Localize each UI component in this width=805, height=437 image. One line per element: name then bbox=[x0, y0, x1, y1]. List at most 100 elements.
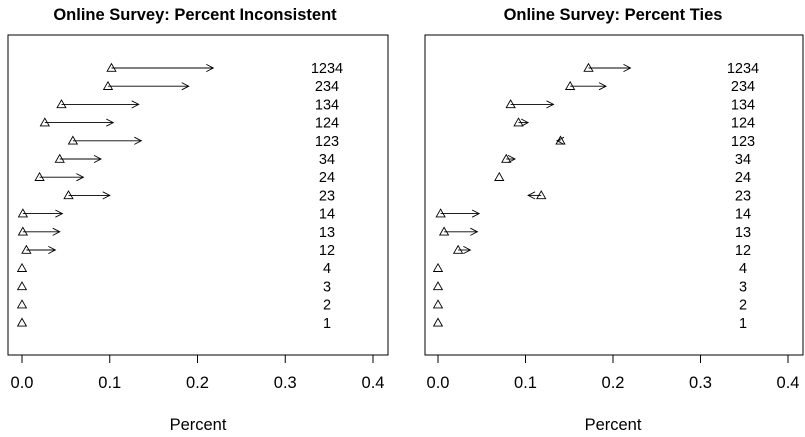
row-label: 23 bbox=[319, 188, 335, 204]
triangle-marker bbox=[16, 281, 28, 291]
arrow-head bbox=[623, 63, 632, 73]
triangle-marker bbox=[17, 226, 29, 236]
row-label: 123 bbox=[731, 134, 755, 150]
plot-frame-ties bbox=[424, 34, 804, 356]
x-tick-label: 0.0 bbox=[11, 374, 34, 392]
row-label: 124 bbox=[315, 116, 339, 132]
x-axis-label-inconsistent: Percent bbox=[170, 416, 227, 434]
arrow-head bbox=[470, 227, 479, 236]
x-tick-label: 0.3 bbox=[689, 374, 712, 392]
triangle-marker bbox=[435, 208, 446, 218]
triangle-marker bbox=[34, 171, 45, 181]
triangle-marker bbox=[21, 244, 32, 254]
x-tick-label: 0.2 bbox=[186, 374, 209, 392]
row-label: 1 bbox=[323, 316, 331, 332]
triangle-marker bbox=[102, 80, 114, 90]
triangle-marker bbox=[583, 62, 594, 72]
row-label: 24 bbox=[735, 170, 751, 186]
triangle-marker bbox=[555, 135, 566, 145]
row-label: 13 bbox=[319, 225, 335, 241]
row-label: 1 bbox=[739, 316, 747, 332]
x-axis-ties: 0.0 0.1 0.2 0.3 0.4 bbox=[427, 355, 800, 392]
marks-inconsistent bbox=[16, 62, 215, 327]
row-label: 13 bbox=[735, 225, 751, 241]
x-tick-label: 0.3 bbox=[274, 374, 297, 392]
triangle-marker bbox=[432, 299, 444, 309]
arrow-head bbox=[131, 100, 140, 109]
triangle-marker bbox=[432, 281, 444, 291]
marks-ties bbox=[432, 62, 632, 327]
triangle-marker bbox=[17, 208, 29, 218]
row-label: 134 bbox=[731, 97, 755, 113]
row-label: 24 bbox=[319, 170, 335, 186]
triangle-marker bbox=[16, 317, 28, 327]
x-tick-label: 0.4 bbox=[777, 374, 800, 392]
triangle-marker bbox=[16, 262, 28, 272]
arrow-head bbox=[102, 191, 111, 200]
row-label: 1234 bbox=[311, 61, 343, 77]
row-label: 4 bbox=[323, 261, 331, 277]
arrow-head bbox=[106, 118, 115, 127]
row-label: 124 bbox=[731, 116, 755, 132]
row-label: 1234 bbox=[727, 61, 759, 77]
triangle-marker bbox=[67, 135, 79, 145]
row-label: 12 bbox=[319, 243, 335, 259]
arrow-head bbox=[48, 245, 57, 255]
arrow-head bbox=[134, 136, 143, 145]
triangle-marker bbox=[16, 299, 28, 309]
triangle-marker bbox=[501, 153, 512, 163]
row-label: 4 bbox=[739, 261, 747, 277]
x-tick-label: 0.1 bbox=[98, 374, 121, 392]
arrow-head bbox=[206, 63, 215, 73]
triangle-marker bbox=[452, 244, 464, 254]
row-label: 34 bbox=[735, 152, 751, 168]
row-label: 14 bbox=[319, 207, 335, 223]
panel-percent-inconsistent: Online Survey: Percent Inconsistent 1234… bbox=[7, 6, 389, 434]
row-label: 34 bbox=[319, 152, 335, 168]
triangle-marker bbox=[63, 190, 74, 200]
x-axis-inconsistent: 0.0 0.1 0.2 0.3 0.4 bbox=[11, 355, 385, 392]
arrow-head bbox=[471, 209, 481, 218]
row-label: 2 bbox=[739, 298, 747, 314]
row-label: 3 bbox=[739, 279, 747, 295]
row-label: 234 bbox=[315, 79, 339, 95]
triangle-marker bbox=[536, 190, 547, 200]
triangle-marker bbox=[438, 226, 450, 236]
row-label: 2 bbox=[323, 298, 331, 314]
triangle-marker bbox=[513, 117, 524, 127]
row-label: 234 bbox=[731, 79, 755, 95]
arrow-head bbox=[527, 191, 536, 200]
panel-title-ties: Online Survey: Percent Ties bbox=[504, 6, 723, 24]
x-axis-label-ties: Percent bbox=[585, 416, 642, 434]
x-tick-label: 0.2 bbox=[602, 374, 625, 392]
arrow-head bbox=[546, 100, 555, 109]
x-tick-label: 0.1 bbox=[514, 374, 537, 392]
row-label: 12 bbox=[735, 243, 751, 259]
arrow-head bbox=[55, 209, 64, 218]
triangle-marker bbox=[54, 153, 65, 163]
triangle-marker bbox=[106, 62, 117, 72]
row-label: 14 bbox=[735, 207, 751, 223]
triangle-marker bbox=[39, 117, 50, 127]
arrow-head bbox=[463, 245, 472, 255]
arrow-head bbox=[181, 82, 190, 91]
row-label: 123 bbox=[315, 134, 339, 150]
row-label: 23 bbox=[735, 188, 751, 204]
triangle-marker bbox=[432, 317, 444, 327]
arrow-head bbox=[520, 118, 530, 127]
triangle-marker bbox=[56, 99, 67, 109]
x-tick-label: 0.0 bbox=[427, 374, 450, 392]
row-label: 3 bbox=[323, 279, 331, 295]
panel-percent-ties: Online Survey: Percent Ties 123423413412… bbox=[424, 6, 804, 434]
triangle-marker bbox=[432, 262, 444, 272]
arrow-head bbox=[93, 154, 102, 164]
triangle-marker bbox=[505, 99, 516, 109]
triangle-marker bbox=[564, 80, 576, 90]
x-tick-label: 0.4 bbox=[362, 374, 385, 392]
arrow-head bbox=[52, 227, 61, 236]
arrow-head bbox=[76, 173, 85, 182]
panel-title-inconsistent: Online Survey: Percent Inconsistent bbox=[53, 6, 337, 24]
row-label: 134 bbox=[315, 97, 339, 113]
